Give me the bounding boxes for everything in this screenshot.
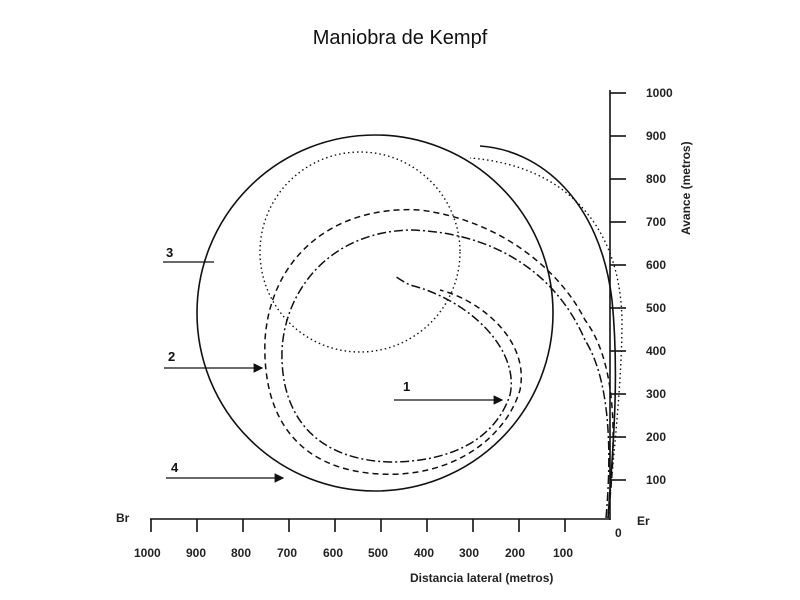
curve-3-circle xyxy=(259,151,461,353)
y-tick-label: 600 xyxy=(646,258,666,272)
y-tick-label: 400 xyxy=(646,344,666,358)
x-axis-ticks xyxy=(150,519,566,532)
y-tick-label: 700 xyxy=(646,215,666,229)
diagram-title: Maniobra de Kempf xyxy=(312,27,488,49)
y-tick-label: 100 xyxy=(646,473,666,487)
x-tick-label: 600 xyxy=(323,546,343,560)
curve-3-trajectory xyxy=(259,151,623,519)
x-tick-label: 700 xyxy=(277,546,297,560)
curve-label-4-group: 4 xyxy=(166,460,285,483)
y-axis-ticks xyxy=(610,92,626,481)
y-tick-label: 500 xyxy=(646,301,666,315)
x-axis-tick-labels: 1000 900 800 700 600 500 400 300 200 100 xyxy=(134,546,573,560)
x-tick-label: 1000 xyxy=(134,546,161,560)
y-axis-tick-labels: 100 200 300 400 500 600 700 800 900 1000 xyxy=(646,86,673,487)
curve-label-3: 3 xyxy=(166,245,173,260)
curve-1-trajectory xyxy=(281,229,610,519)
curve-label-2: 2 xyxy=(168,349,175,364)
curve-label-2-group: 2 xyxy=(164,349,264,373)
curve-label-1-group: 1 xyxy=(394,379,504,405)
y-tick-label: 900 xyxy=(646,129,666,143)
y-tick-label: 800 xyxy=(646,172,666,186)
curve-label-3-group: 3 xyxy=(163,245,214,263)
y-tick-label: 1000 xyxy=(646,86,673,100)
curve-1-path xyxy=(281,229,610,519)
curve-4-circle xyxy=(196,134,554,492)
y-tick-label: 200 xyxy=(646,430,666,444)
x-tick-label: 400 xyxy=(414,546,434,560)
x-tick-label: 900 xyxy=(186,546,206,560)
curve-4-trajectory xyxy=(196,134,617,519)
x-axis-left-label: Br xyxy=(116,511,130,525)
x-axis-origin-label: 0 xyxy=(615,526,622,540)
y-axis-title: Avance (metros) xyxy=(679,141,693,235)
curve-3-approach xyxy=(469,157,623,519)
x-tick-label: 800 xyxy=(231,546,251,560)
x-axis-right-label: Er xyxy=(637,514,650,528)
curve-2-trajectory xyxy=(264,209,614,519)
x-axis-title: Distancia lateral (metros) xyxy=(410,571,553,585)
x-tick-label: 500 xyxy=(368,546,388,560)
curve-label-1: 1 xyxy=(403,379,410,394)
curve-4-approach xyxy=(479,145,617,519)
y-tick-label: 300 xyxy=(646,387,666,401)
x-tick-label: 100 xyxy=(553,546,573,560)
curve-2-path xyxy=(264,209,614,519)
curve-label-4: 4 xyxy=(171,460,179,475)
x-tick-label: 200 xyxy=(505,546,525,560)
x-tick-label: 300 xyxy=(459,546,479,560)
